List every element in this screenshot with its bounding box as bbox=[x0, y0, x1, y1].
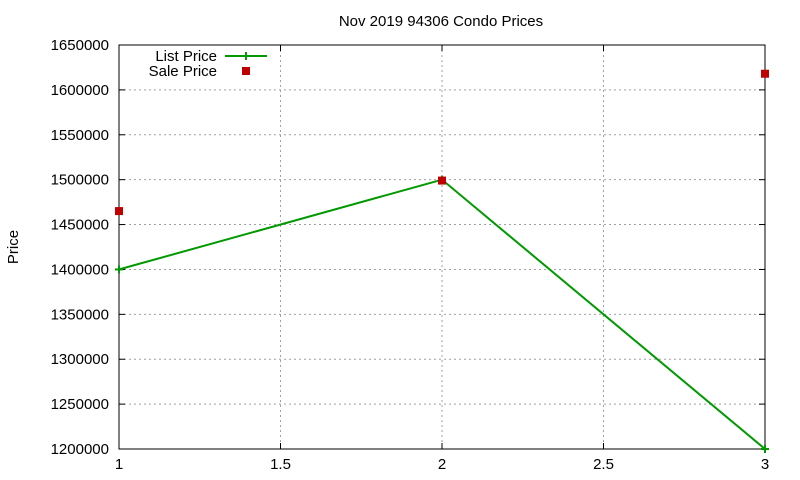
x-tick-label: 2.5 bbox=[593, 456, 614, 473]
x-tick-label: 2 bbox=[438, 456, 446, 473]
y-tick-label: 1250000 bbox=[51, 396, 109, 413]
list-price-point bbox=[115, 265, 123, 274]
sale-price-point bbox=[115, 207, 123, 216]
sale-price-point bbox=[438, 176, 446, 185]
y-tick-label: 1600000 bbox=[51, 82, 109, 99]
legend-marker-sale-price bbox=[242, 67, 250, 75]
sale-price-point bbox=[761, 69, 769, 78]
y-tick-label: 1300000 bbox=[51, 351, 109, 368]
plot-frame bbox=[118, 44, 766, 450]
x-tick-label: 3 bbox=[761, 456, 769, 473]
x-tick-label: 1.5 bbox=[270, 456, 291, 473]
y-tick-label: 1350000 bbox=[51, 306, 109, 323]
legend: List Price Sale Price bbox=[149, 48, 267, 80]
chart-title: Nov 2019 94306 Condo Prices bbox=[339, 13, 543, 30]
axis-ticks: 1200000 1250000 1300000 1350000 1400000 14500… bbox=[51, 37, 770, 473]
x-tick-label: 1 bbox=[115, 456, 123, 473]
y-axis-label: Price bbox=[5, 230, 22, 264]
legend-label-list-price: List Price bbox=[155, 48, 217, 65]
y-tick-label: 1400000 bbox=[51, 261, 109, 278]
grid-lines bbox=[119, 45, 765, 449]
list-price-point bbox=[761, 445, 769, 453]
series-layer bbox=[115, 69, 769, 453]
y-tick-label: 1650000 bbox=[51, 37, 109, 54]
y-tick-label: 1450000 bbox=[51, 217, 109, 234]
y-tick-label: 1500000 bbox=[51, 172, 109, 189]
y-tick-label: 1550000 bbox=[51, 127, 109, 144]
y-tick-label: 1200000 bbox=[51, 441, 109, 458]
legend-marker-list-price bbox=[242, 52, 250, 60]
legend-label-sale-price: Sale Price bbox=[149, 63, 217, 80]
